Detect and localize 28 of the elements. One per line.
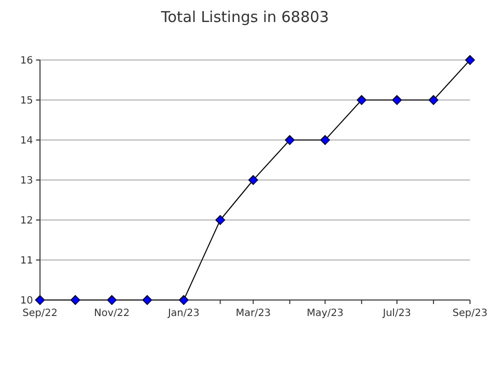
x-tick-label: Nov/22 bbox=[94, 308, 130, 319]
x-tick-label: May/23 bbox=[306, 308, 344, 319]
point bbox=[248, 175, 258, 185]
point bbox=[356, 95, 367, 105]
x-tick-label: Sep/22 bbox=[22, 308, 58, 319]
point bbox=[142, 295, 152, 305]
y-tick-label: 13 bbox=[20, 176, 33, 186]
chart-title: Total Listings in 68803 bbox=[160, 8, 329, 26]
point bbox=[465, 55, 475, 65]
y-tick-label: 15 bbox=[20, 96, 33, 106]
y-tick-label: 11 bbox=[20, 256, 33, 266]
point bbox=[106, 295, 117, 305]
y-tick-label: 10 bbox=[20, 296, 33, 306]
point bbox=[178, 295, 189, 305]
y-tick-label: 16 bbox=[20, 56, 33, 66]
point bbox=[392, 95, 402, 105]
point bbox=[320, 135, 330, 145]
point bbox=[35, 295, 45, 305]
point bbox=[284, 135, 295, 145]
point bbox=[428, 95, 438, 105]
point bbox=[70, 295, 80, 305]
y-tick-label: 12 bbox=[20, 216, 33, 226]
point bbox=[215, 215, 226, 225]
x-tick-label: Jan/23 bbox=[166, 308, 200, 319]
x-tick-label: Jul/23 bbox=[382, 308, 412, 319]
y-tick-label: 14 bbox=[20, 136, 33, 146]
x-tick-label: Mar/23 bbox=[236, 308, 271, 319]
x-tick-label: Sep/23 bbox=[452, 308, 488, 319]
